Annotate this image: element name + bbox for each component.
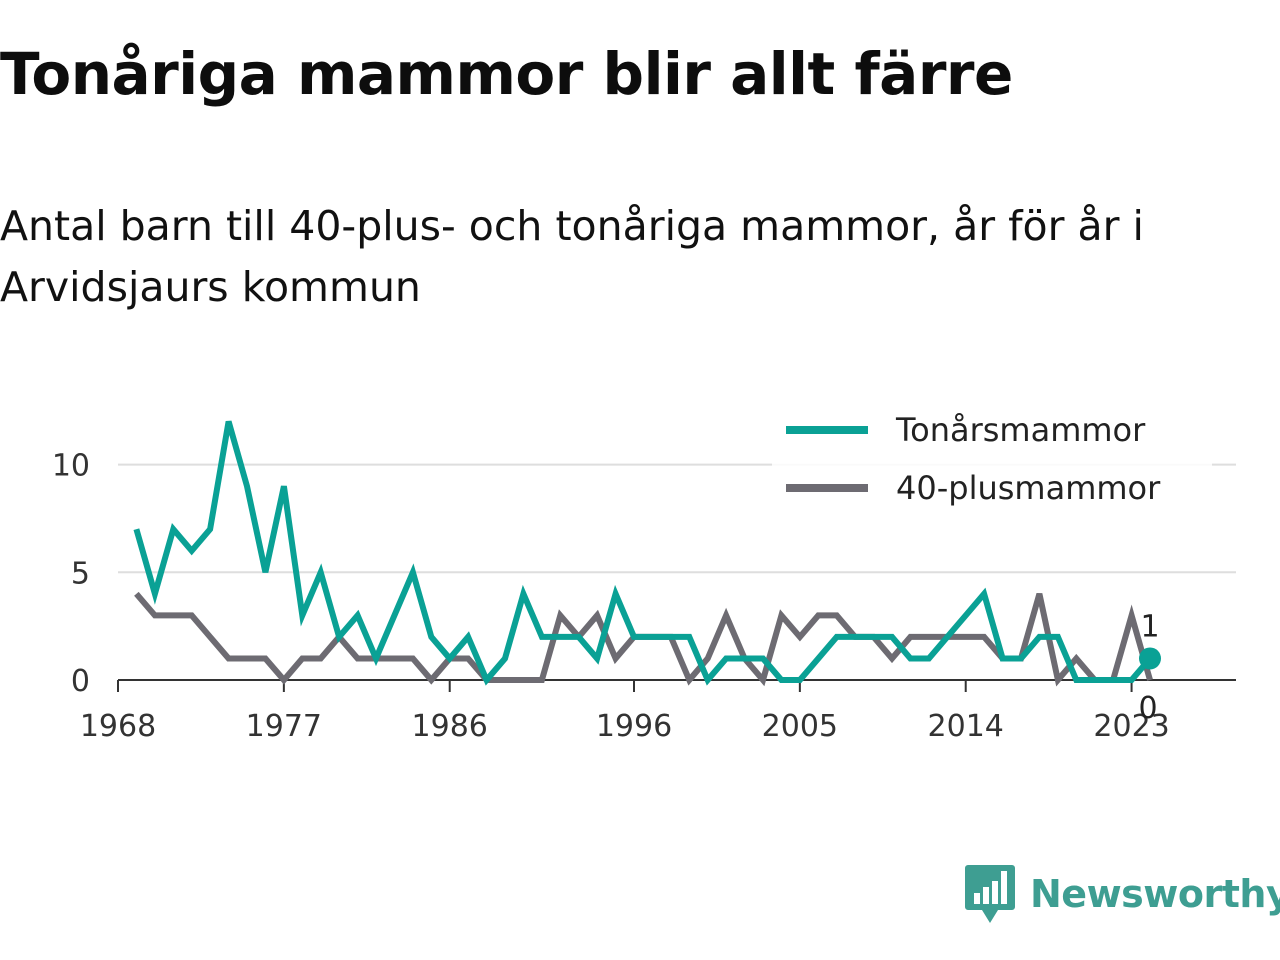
brand-name: Newsworthy	[1030, 872, 1280, 916]
end-labels: 10	[1138, 609, 1161, 726]
x-tick-label: 1986	[412, 709, 488, 744]
x-tick-label: 1996	[596, 709, 672, 744]
y-tick-label: 0	[71, 664, 90, 699]
chart-subtitle: Antal barn till 40-plus- och tonåriga ma…	[0, 202, 1144, 311]
x-tick-label: 2014	[928, 709, 1004, 744]
legend-label: Tonårsmammor	[895, 411, 1146, 449]
x-tick-label: 2023	[1093, 709, 1169, 744]
legend-label: 40-plusmammor	[896, 469, 1161, 507]
newsworthy-logo-icon	[965, 865, 1015, 923]
x-tick-label: 1968	[80, 709, 156, 744]
legend-background	[772, 406, 1212, 510]
y-tick-label: 5	[71, 556, 90, 591]
series-lines	[133, 420, 1153, 687]
x-tick-label: 1977	[246, 709, 322, 744]
end-value-label: 0	[1138, 691, 1157, 726]
x-axis: 1968 1977 1986 1996 2005 2014 2023	[80, 679, 1236, 744]
brand-logo: Newsworthy	[964, 862, 1280, 926]
series-line-0	[133, 420, 1153, 686]
end-value-label: 1	[1140, 609, 1159, 644]
legend: Tonårsmammor 40-plusmammor	[772, 406, 1212, 510]
y-axis-ticks: 0 5 10	[52, 449, 90, 699]
y-tick-label: 10	[52, 449, 90, 484]
series-end-point	[1139, 647, 1161, 670]
chart-title: Tonåriga mammor blir allt färre	[0, 40, 1013, 108]
x-tick-label: 2005	[762, 709, 838, 744]
